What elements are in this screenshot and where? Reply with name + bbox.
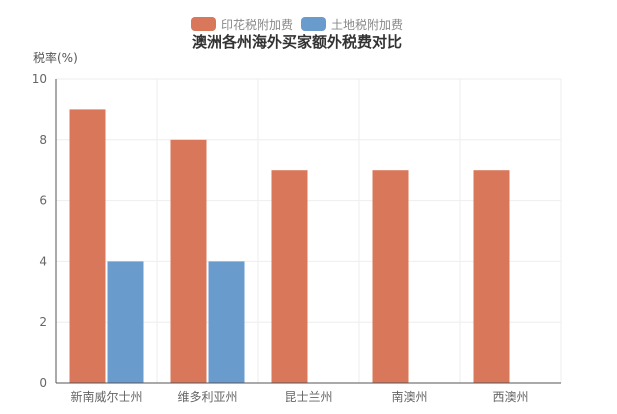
y-tick-label: 10: [32, 72, 47, 86]
axes: [55, 79, 561, 384]
chart-title: 澳洲各州海外买家额外税费对比: [192, 33, 402, 51]
y-tick-label: 0: [39, 376, 47, 390]
x-tick-label: 南澳州: [391, 389, 427, 404]
bar: [271, 170, 308, 383]
legend-swatch: [301, 17, 326, 31]
legend-label: 土地税附加费: [331, 18, 403, 32]
y-tick-label: 6: [39, 194, 47, 208]
bar-series[interactable]: [69, 109, 510, 384]
bar: [170, 139, 207, 383]
bar: [473, 170, 510, 383]
y-axis-label: 税率(%): [33, 50, 78, 65]
bar: [372, 170, 409, 383]
bar: [69, 109, 106, 384]
x-tick-label: 维多利亚州: [177, 390, 237, 404]
x-tick-label: 新南威尔士州: [70, 389, 142, 404]
legend[interactable]: 印花税附加费 土地税附加费: [191, 17, 403, 32]
y-tick-label: 8: [39, 133, 47, 147]
y-tick-label: 2: [39, 315, 47, 329]
y-tick-label: 4: [39, 254, 47, 268]
legend-swatch: [191, 17, 216, 31]
x-tick-label: 昆士兰州: [284, 390, 332, 404]
tick-labels: 0 2 4 6 8 10 新南威尔士州 维多利亚州 昆士兰州 南澳州 西澳州: [32, 72, 529, 404]
legend-label: 印花税附加费: [221, 17, 293, 32]
bar: [208, 261, 245, 383]
x-tick-label: 西澳州: [492, 390, 528, 404]
bar: [107, 261, 144, 383]
